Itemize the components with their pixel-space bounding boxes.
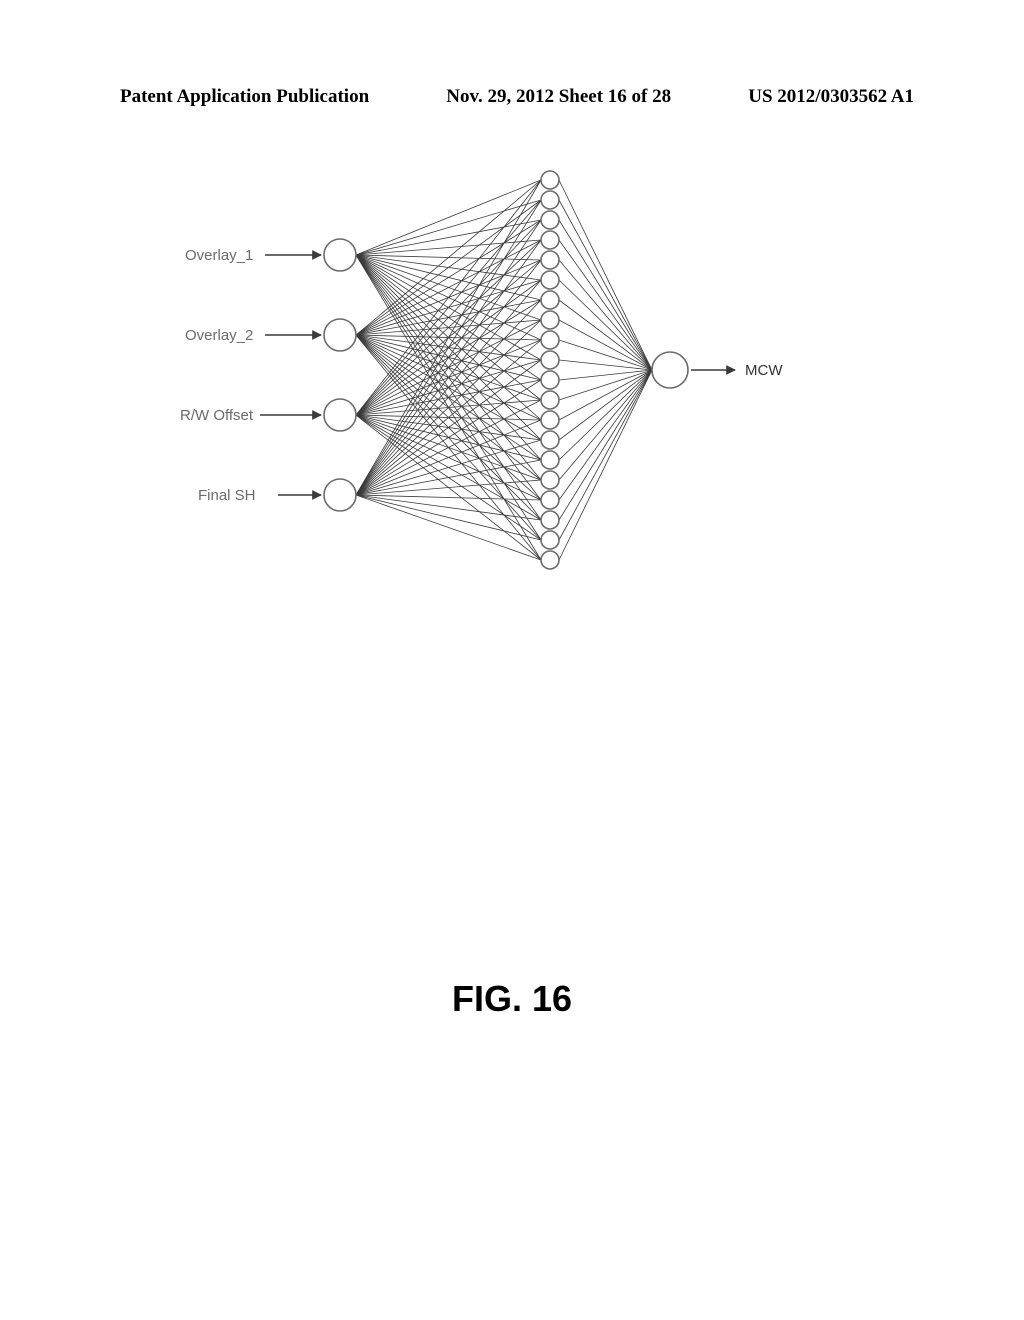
svg-text:MCW: MCW <box>745 362 783 379</box>
patent-header: Patent Application Publication Nov. 29, … <box>120 86 914 108</box>
svg-text:Final SH: Final SH <box>198 487 256 504</box>
figure-caption: FIG. 16 <box>0 978 1024 1020</box>
header-mid: Nov. 29, 2012 Sheet 16 of 28 <box>369 86 748 108</box>
neural-network-diagram: Overlay_1 Overlay_2 R/W Offset Final SH MCW <box>120 160 910 580</box>
svg-text:Overlay_2: Overlay_2 <box>185 327 253 344</box>
svg-text:R/W Offset: R/W Offset <box>180 407 254 424</box>
header-left: Patent Application Publication <box>120 86 369 108</box>
header-right: US 2012/0303562 A1 <box>748 86 914 108</box>
svg-text:Overlay_1: Overlay_1 <box>185 247 253 264</box>
